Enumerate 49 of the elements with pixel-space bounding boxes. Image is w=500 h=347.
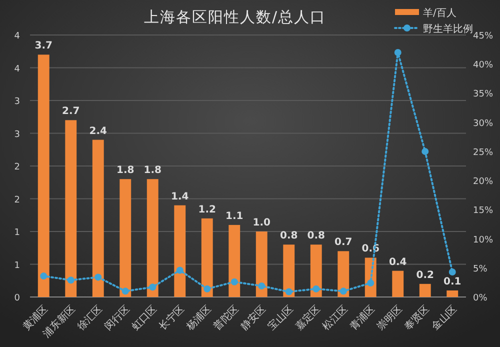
y-tick-label: 1 (14, 260, 20, 271)
data-label: 0.8 (307, 230, 326, 242)
x-tick-label: 青浦区 (348, 303, 378, 333)
y2-tick-label: 45% (473, 32, 494, 42)
y2-tick-label: 35% (473, 90, 494, 100)
x-tick-label: 崇明区 (374, 303, 405, 333)
y-tick-label: 4 (14, 64, 20, 74)
x-tick-label: 宝山区 (266, 303, 296, 333)
y-tick-label: 1 (14, 228, 20, 238)
data-label: 1.0 (252, 218, 271, 228)
y-tick-label: 2 (14, 195, 20, 206)
y-tick-label: 3 (14, 97, 20, 107)
x-tick-label: 闵行区 (102, 303, 132, 333)
data-label: 1.8 (116, 165, 134, 176)
y-tick-label: 4 (14, 32, 20, 42)
data-label: 0.2 (416, 270, 434, 281)
x-tick-label: 静安区 (238, 303, 268, 333)
data-label: 0.1 (444, 276, 462, 288)
data-label: 0.4 (389, 256, 407, 268)
x-tick-label: 徐汇区 (75, 303, 105, 333)
y-tick-label: 0 (14, 294, 20, 304)
legend-label: 野生羊比例 (423, 23, 473, 35)
x-tick-label: 金山区 (429, 303, 460, 333)
y2-tick-label: 5% (473, 264, 488, 274)
x-tick-label: 虹口区 (130, 303, 160, 333)
y2-tick-label: 15% (473, 206, 494, 216)
y2-tick-label: 20% (473, 177, 494, 188)
x-tick-label: 奉贤区 (402, 303, 432, 333)
data-label: 2.7 (62, 106, 80, 118)
data-label: 1.1 (226, 210, 244, 222)
y2-tick-label: 10% (473, 235, 494, 246)
x-tick-label: 松江区 (320, 303, 350, 333)
y-tick-label: 3 (14, 130, 20, 140)
y2-tick-label: 0% (473, 294, 488, 304)
y2-tick-label: 40% (473, 60, 494, 71)
x-tick-label: 嘉定区 (293, 303, 323, 333)
y2-tick-label: 30% (473, 118, 494, 129)
y-tick-label: 2 (14, 162, 20, 172)
data-label: 1.2 (198, 204, 216, 216)
data-label: 0.8 (280, 230, 298, 242)
y2-tick-label: 25% (473, 148, 494, 158)
data-label: 0.7 (334, 237, 352, 248)
data-label: 2.4 (89, 126, 108, 137)
chart-title: 上海各区阳性人数/总人口 (144, 8, 326, 26)
data-label: 3.7 (34, 40, 53, 52)
data-label: 1.8 (144, 165, 162, 176)
data-label: 1.4 (171, 191, 189, 202)
legend-label: 羊/百人 (423, 7, 456, 19)
x-tick-label: 普陀区 (211, 303, 242, 333)
